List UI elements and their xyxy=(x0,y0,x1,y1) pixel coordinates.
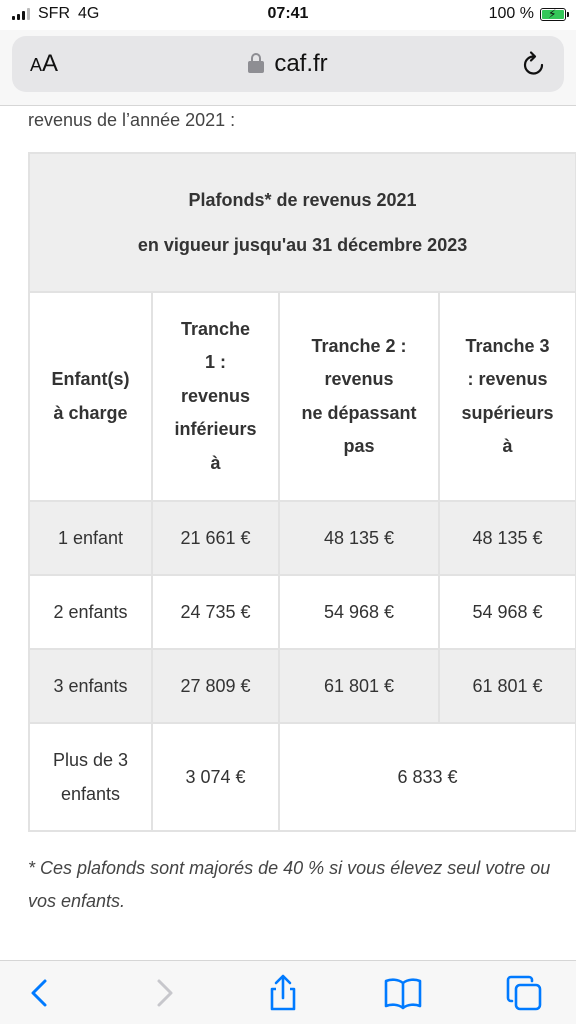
chevron-right-icon[interactable] xyxy=(144,973,184,1013)
header-tranche-3: Tranche 3: revenus supérieurs à xyxy=(437,291,576,502)
tranche-1-value: 21 661 € xyxy=(151,500,280,576)
table-row: 2 enfants 24 735 € 54 968 € 54 968 € xyxy=(28,574,576,650)
table-caption-subtitle: en vigueur jusqu'au 31 décembre 2023 xyxy=(137,234,468,255)
table-header-row: Enfant(s) à charge Tranche 1 : revenus infér… xyxy=(28,291,576,502)
intro-text: revenus de l’année 2021 : xyxy=(28,110,236,130)
share-icon[interactable] xyxy=(263,973,303,1013)
browser-header: AA caf.fr xyxy=(0,30,576,106)
battery-percent: 100 % xyxy=(488,5,534,22)
row-label: Plus de 3 enfants xyxy=(28,722,153,832)
tranche-3-value: 61 801 € xyxy=(437,648,576,724)
url-text: caf.fr xyxy=(274,50,328,77)
status-bar: SFR 4G 07:41 100 % ⚡ xyxy=(0,0,576,30)
header-tranche-2: Tranche 2 : revenus ne dépassant pas xyxy=(278,291,440,502)
tranche-2-value: 54 968 € xyxy=(278,574,440,650)
tranche-3-value: 48 135 € xyxy=(437,500,576,576)
tranche-2-value: 48 135 € xyxy=(278,500,440,576)
tranche-1-value: 3 074 € xyxy=(151,722,280,832)
tranche-1-value: 27 809 € xyxy=(151,648,280,724)
tranche-2-3-value: 6 833 € xyxy=(277,722,576,832)
signal-icon xyxy=(12,8,30,20)
bottom-toolbar xyxy=(0,960,576,1024)
tabs-icon[interactable] xyxy=(504,973,544,1013)
table-row: 3 enfants 27 809 € 61 801 € 61 801 € xyxy=(28,648,576,724)
carrier-name: SFR xyxy=(38,5,70,22)
reload-icon[interactable] xyxy=(520,50,548,78)
row-label: 2 enfants xyxy=(28,574,153,650)
table-caption-title: Plafonds* de revenus 2021 xyxy=(188,189,417,210)
tranche-2-value: 61 801 € xyxy=(278,648,440,724)
status-time: 07:41 xyxy=(267,5,309,22)
network-type: 4G xyxy=(78,5,100,22)
table-caption: Plafonds* de revenus 2021 en vigueur jus… xyxy=(27,152,576,293)
url-display[interactable]: caf.fr xyxy=(12,50,564,78)
row-label: 1 enfant xyxy=(28,500,153,576)
row-label: 3 enfants xyxy=(28,648,153,724)
header-enfants: Enfant(s) à charge xyxy=(28,291,153,502)
lock-icon xyxy=(248,53,265,73)
table-row: 1 enfant 21 661 € 48 135 € 48 135 € xyxy=(28,500,576,576)
table-caption-row: Plafonds* de revenus 2021 en vigueur jus… xyxy=(27,152,576,293)
status-left: SFR 4G xyxy=(12,5,99,23)
header-tranche-1: Tranche 1 : revenus inférieurs à xyxy=(151,291,280,502)
book-icon[interactable] xyxy=(383,973,423,1013)
status-right: 100 % ⚡ xyxy=(488,5,569,23)
charging-bolt-icon: ⚡ xyxy=(548,6,557,21)
income-ceiling-table: Plafonds* de revenus 2021 en vigueur jus… xyxy=(27,152,576,832)
tranche-3-value: 54 968 € xyxy=(437,574,576,650)
chevron-left-icon[interactable] xyxy=(20,973,60,1013)
table-row: Plus de 3 enfants 3 074 € 6 833 € xyxy=(28,722,576,832)
text-size-button[interactable]: AA xyxy=(30,50,59,77)
footnote: * Ces plafonds sont majorés de 40 % si v… xyxy=(28,858,551,911)
battery-icon: ⚡ xyxy=(540,6,569,21)
tranche-1-value: 24 735 € xyxy=(151,574,280,650)
address-bar[interactable]: AA caf.fr xyxy=(12,36,564,92)
